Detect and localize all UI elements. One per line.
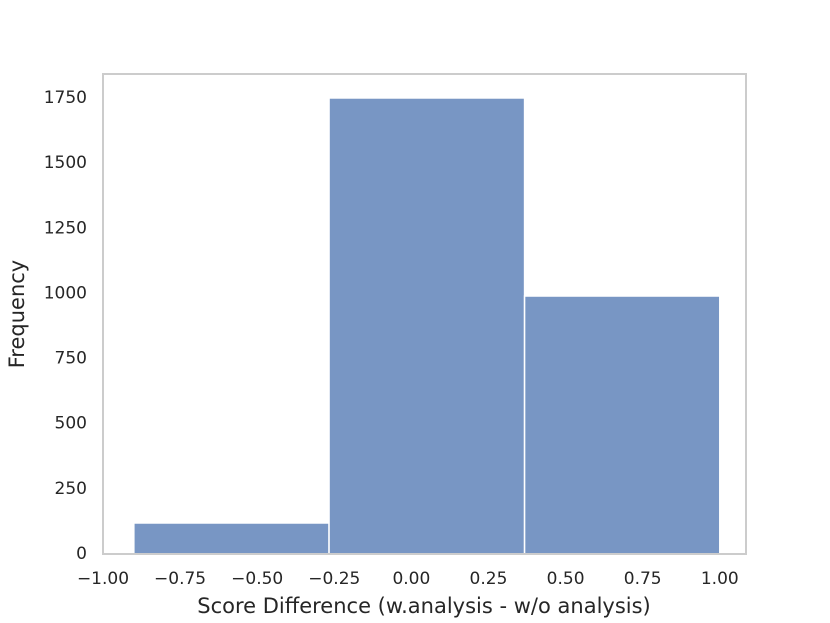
y-tick-label: 500 xyxy=(55,414,87,434)
y-axis-label: Frequency xyxy=(5,260,29,369)
bar xyxy=(523,295,721,555)
x-tick-label: 1.00 xyxy=(701,569,739,589)
x-tick-label: 0.25 xyxy=(470,569,508,589)
y-tick-label: 750 xyxy=(55,349,87,369)
plot-frame xyxy=(102,73,747,555)
bar xyxy=(328,97,526,555)
bar xyxy=(133,522,330,555)
x-tick-label: −0.25 xyxy=(308,569,360,589)
y-tick-label: 0 xyxy=(76,544,87,564)
x-axis-label: Score Difference (w.analysis - w/o analy… xyxy=(197,594,651,618)
y-tick-label: 250 xyxy=(55,479,87,499)
x-tick-label: 0.50 xyxy=(547,569,585,589)
x-tick-label: −0.50 xyxy=(231,569,283,589)
x-tick-label: −0.75 xyxy=(154,569,206,589)
y-tick-label: 1500 xyxy=(44,153,87,173)
x-tick-label: 0.75 xyxy=(624,569,662,589)
y-tick-label: 1750 xyxy=(44,88,87,108)
x-tick-label: 0.00 xyxy=(392,569,430,589)
y-tick-label: 1250 xyxy=(44,218,87,238)
x-tick-label: −1.00 xyxy=(77,569,129,589)
y-tick-label: 1000 xyxy=(44,283,87,303)
